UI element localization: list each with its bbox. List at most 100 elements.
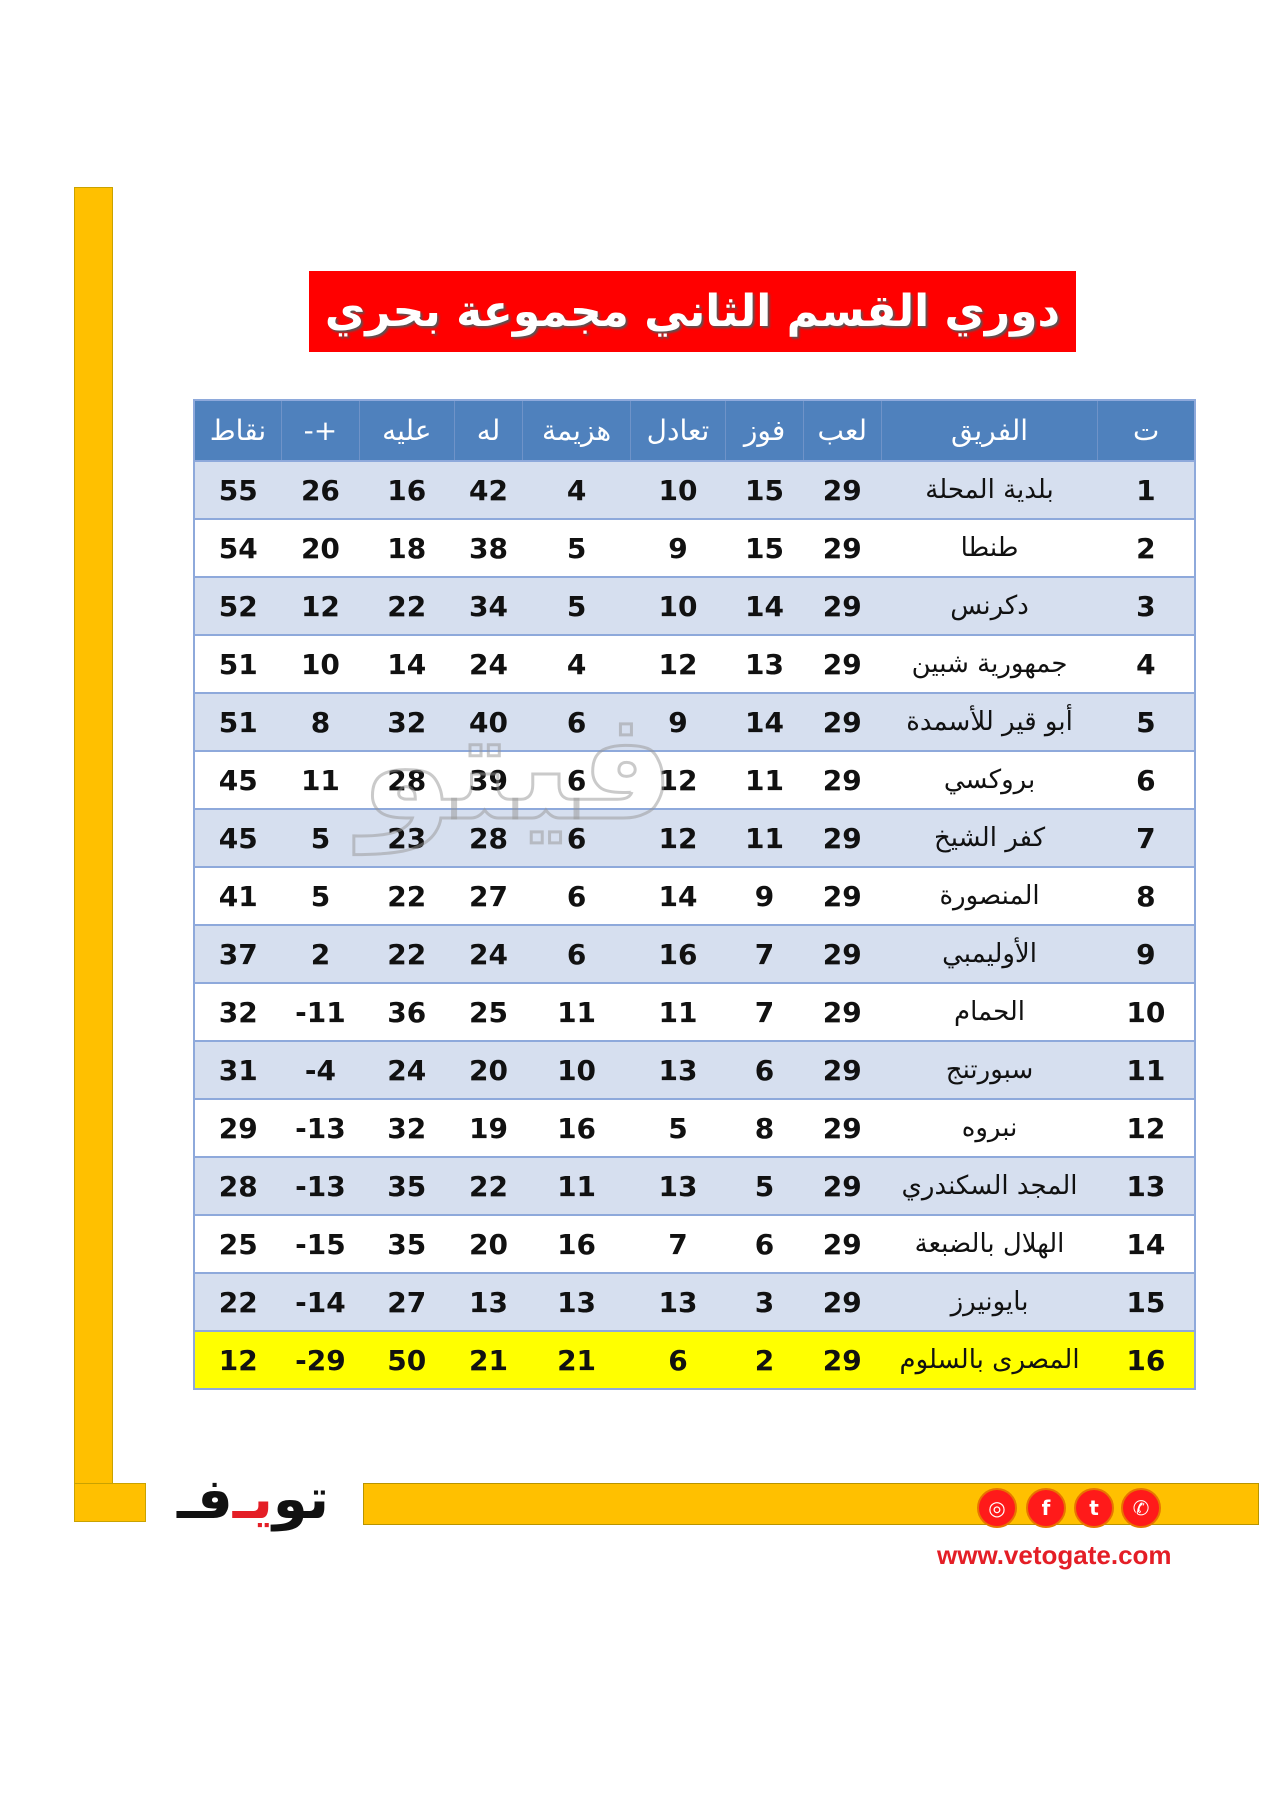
table-cell: 8 — [725, 1098, 804, 1157]
table-cell: 15 — [1097, 1272, 1195, 1331]
table-cell: 11 — [522, 982, 631, 1041]
table-cell: 9 — [1097, 924, 1195, 983]
table-cell: 6 — [630, 1330, 726, 1389]
table-cell: -13 — [281, 1156, 360, 1215]
team-name: كفر الشيخ — [881, 808, 1098, 867]
table-cell: 34 — [454, 576, 523, 635]
table-cell: 29 — [803, 1156, 882, 1215]
table-cell: 19 — [454, 1098, 523, 1157]
table-cell: 13 — [630, 1156, 726, 1215]
table-cell: 6 — [1097, 750, 1195, 809]
table-cell: 5 — [725, 1156, 804, 1215]
table-cell: 6 — [522, 924, 631, 983]
facebook-icon[interactable]: f — [1026, 1488, 1066, 1528]
table-cell: 6 — [725, 1040, 804, 1099]
table-cell: 29 — [803, 1040, 882, 1099]
table-cell: 29 — [194, 1098, 282, 1157]
table-cell: 3 — [725, 1272, 804, 1331]
table-cell: 29 — [803, 692, 882, 751]
table-cell: 13 — [1097, 1156, 1195, 1215]
table-cell: 29 — [803, 460, 882, 519]
table-cell: 38 — [454, 518, 523, 577]
table-cell: 14 — [359, 634, 455, 693]
table-cell: 51 — [194, 634, 282, 693]
table-row: 3 دكرنس 29 14 10 5 34 22 12 52 — [194, 576, 1195, 635]
table-row: 6 بروكسي 29 11 12 6 39 28 11 45 — [194, 750, 1195, 809]
table-cell: 50 — [359, 1330, 455, 1389]
team-name: جمهورية شبين — [881, 634, 1098, 693]
table-cell: 4 — [1097, 634, 1195, 693]
table-cell: 22 — [359, 924, 455, 983]
table-cell: 29 — [803, 1330, 882, 1389]
table-cell: 14 — [725, 576, 804, 635]
table-cell: 5 — [630, 1098, 726, 1157]
table-cell: 7 — [725, 924, 804, 983]
table-cell: 11 — [281, 750, 360, 809]
table-cell: 37 — [194, 924, 282, 983]
team-name: المجد السكندري — [881, 1156, 1098, 1215]
team-name: سبورتنج — [881, 1040, 1098, 1099]
table-row: 12 نبروه 29 8 5 16 19 32 -13 29 — [194, 1098, 1195, 1157]
table-cell: 24 — [454, 924, 523, 983]
table-cell: 32 — [194, 982, 282, 1041]
table-cell: 29 — [803, 1214, 882, 1273]
table-cell: 29 — [803, 808, 882, 867]
column-header: له — [453, 400, 523, 461]
team-name: الحمام — [881, 982, 1098, 1041]
table-cell: -29 — [281, 1330, 360, 1389]
veto-logo: فـ يـ تو — [176, 1467, 330, 1532]
table-cell: 45 — [194, 808, 282, 867]
table-cell: 36 — [359, 982, 455, 1041]
table-cell: 29 — [803, 1098, 882, 1157]
table-cell: 54 — [194, 518, 282, 577]
table-cell: 40 — [454, 692, 523, 751]
table-cell: 8 — [281, 692, 360, 751]
table-cell: -11 — [281, 982, 360, 1041]
table-cell: 2 — [725, 1330, 804, 1389]
decorative-yellow-bar-left — [74, 187, 113, 1522]
website-url[interactable]: www.vetogate.com — [937, 1540, 1172, 1570]
table-cell: 45 — [194, 750, 282, 809]
table-cell: 20 — [454, 1214, 523, 1273]
instagram-icon[interactable]: ◎ — [977, 1488, 1017, 1528]
table-cell: 29 — [803, 576, 882, 635]
table-cell: 6 — [522, 866, 631, 925]
column-header: ت — [1097, 400, 1195, 461]
team-name: نبروه — [881, 1098, 1098, 1157]
table-cell: 35 — [359, 1156, 455, 1215]
table-cell: 25 — [454, 982, 523, 1041]
twitter-icon[interactable]: t — [1074, 1488, 1114, 1528]
column-header: تعادل — [629, 400, 726, 461]
table-cell: -4 — [281, 1040, 360, 1099]
table-cell: 11 — [630, 982, 726, 1041]
table-cell: 12 — [630, 808, 726, 867]
table-cell: 6 — [522, 750, 631, 809]
table-cell: 29 — [803, 518, 882, 577]
table-row: 5 أبو قير للأسمدة 29 14 9 6 40 32 8 51 — [194, 692, 1195, 751]
table-cell: 10 — [522, 1040, 631, 1099]
table-cell: 20 — [281, 518, 360, 577]
table-cell: 41 — [194, 866, 282, 925]
table-cell: 21 — [522, 1330, 631, 1389]
table-cell: 5 — [522, 518, 631, 577]
table-cell: 5 — [1097, 692, 1195, 751]
table-cell: 11 — [1097, 1040, 1195, 1099]
table-cell: 16 — [522, 1098, 631, 1157]
column-header: الفريق — [880, 400, 1098, 461]
team-name: الهلال بالضبعة — [881, 1214, 1098, 1273]
table-cell: 51 — [194, 692, 282, 751]
table-cell: -13 — [281, 1098, 360, 1157]
table-cell: 55 — [194, 460, 282, 519]
whatsapp-icon[interactable]: ✆ — [1121, 1488, 1161, 1528]
table-cell: 3 — [1097, 576, 1195, 635]
table-cell: 26 — [281, 460, 360, 519]
table-cell: 2 — [1097, 518, 1195, 577]
table-cell: 16 — [522, 1214, 631, 1273]
table-cell: 6 — [522, 808, 631, 867]
table-cell: 9 — [630, 518, 726, 577]
watermark-logo: فيتو — [359, 679, 677, 856]
table-cell: 2 — [281, 924, 360, 983]
table-cell: 16 — [1097, 1330, 1195, 1389]
table-row: 9 الأوليمبي 29 7 16 6 24 22 2 37 — [194, 924, 1195, 983]
table-cell: 18 — [359, 518, 455, 577]
